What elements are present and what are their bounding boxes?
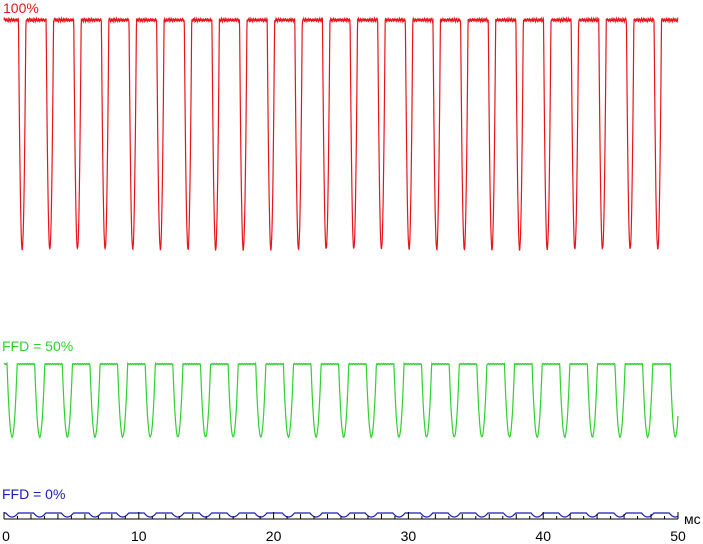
x-tick-label: 0 [2, 528, 10, 544]
series-line-100 [3, 16, 679, 252]
series-label-red: 100% [3, 0, 39, 16]
x-tick-label: 20 [266, 528, 282, 544]
series-label-green: FFD = 50% [2, 338, 73, 354]
series-label-blue: FFD = 0% [2, 486, 65, 502]
x-ticks: 0 10 20 30 40 50 [2, 512, 686, 544]
x-tick-label: 50 [670, 528, 686, 544]
x-tick-label: 40 [535, 528, 551, 544]
x-tick-label: 30 [401, 528, 417, 544]
series-line-ffd50 [3, 361, 679, 439]
x-tick-label: 10 [131, 528, 147, 544]
series-layer [3, 16, 679, 518]
x-axis-unit-label: мс [684, 511, 701, 527]
